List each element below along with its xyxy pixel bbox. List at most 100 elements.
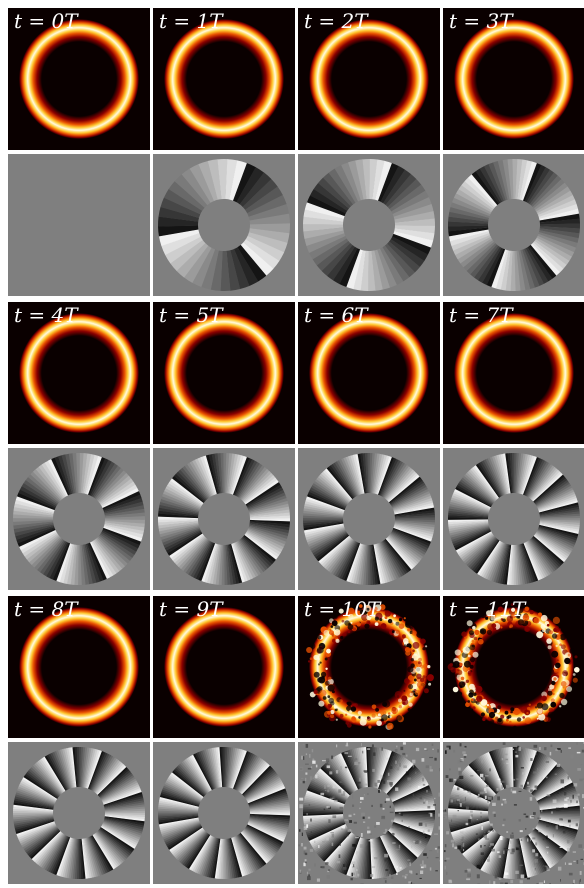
phase-noise (485, 785, 489, 787)
phase-noise (525, 828, 527, 830)
density-speckle (492, 627, 497, 631)
phase-noise (320, 792, 325, 796)
phase-noise (348, 814, 352, 817)
density-speckle (528, 703, 531, 706)
phase-noise (526, 877, 530, 880)
phase-noise (487, 800, 489, 803)
phase-noise (437, 749, 439, 753)
density-speckle (410, 658, 414, 662)
phase-noise (370, 874, 374, 877)
phase-noise (578, 880, 581, 884)
density-speckle (550, 698, 555, 703)
phase-noise (405, 771, 409, 776)
phase-noise (383, 780, 386, 784)
phase-noise (444, 850, 446, 853)
phase-noise (429, 867, 432, 871)
phase-noise (484, 856, 487, 860)
phase-noise (367, 748, 371, 750)
phase-noise (567, 819, 571, 823)
phase-noise (481, 759, 483, 764)
phase-noise (552, 799, 557, 804)
density-speckle (486, 704, 489, 707)
density-speckle (572, 673, 576, 676)
phase-noise (487, 831, 490, 833)
phase-noise (566, 797, 569, 799)
phase-noise (522, 772, 525, 775)
density-speckle (382, 711, 387, 715)
density-speckle (541, 695, 547, 702)
phase-noise (520, 767, 524, 769)
phase-noise (316, 878, 320, 882)
phase-noise (340, 766, 342, 771)
phase-noise (463, 849, 465, 852)
phase-noise (425, 836, 427, 838)
density-speckle (488, 711, 496, 719)
phase-noise (367, 830, 371, 834)
phase-noise (480, 816, 482, 818)
density-speckle (339, 699, 343, 703)
phase-noise (480, 852, 484, 855)
phase-noise (381, 747, 383, 751)
density-speckle (414, 689, 421, 696)
phase-noise (336, 744, 338, 748)
density-speckle (371, 713, 376, 718)
density-speckle (522, 716, 525, 719)
density-speckle (330, 714, 335, 719)
density-speckle (403, 617, 406, 620)
phase-noise (327, 785, 330, 787)
phase-panel (8, 742, 150, 884)
phase-noise (329, 797, 334, 800)
density-speckle (398, 698, 402, 703)
phase-noise (549, 819, 552, 822)
time-label: t = 7T (449, 303, 513, 327)
phase-panel (298, 742, 440, 884)
density-speckle (478, 633, 484, 638)
phase-noise (338, 854, 341, 858)
phase-noise (443, 813, 447, 815)
density-speckle (469, 683, 475, 690)
phase-noise (466, 878, 471, 881)
density-speckle (374, 622, 379, 626)
phase-noise (436, 849, 439, 853)
phase-noise (328, 819, 331, 823)
phase-noise (515, 846, 519, 851)
phase-noise (457, 760, 461, 764)
phase-noise (478, 838, 480, 841)
phase-noise (389, 766, 393, 769)
density-speckle (319, 689, 327, 697)
density-speckle (473, 636, 478, 641)
phase-noise (301, 777, 304, 779)
density-speckle (355, 610, 361, 616)
density-speckle (408, 702, 413, 707)
density-speckle (366, 620, 371, 625)
phase-panel (8, 448, 150, 590)
phase-noise (487, 858, 490, 862)
phase-noise (510, 788, 512, 792)
density-panel: t = 5T (153, 302, 295, 444)
phase-noise (362, 750, 364, 754)
density-speckle (327, 684, 335, 692)
phase-noise (350, 878, 353, 881)
density-ring (19, 19, 139, 139)
density-speckle (449, 662, 454, 667)
phase-noise (396, 849, 401, 851)
phase-noise (384, 801, 387, 803)
density-speckle (574, 655, 578, 659)
density-speckle (393, 614, 396, 618)
phase-noise (534, 859, 538, 863)
phase-noise (405, 754, 408, 757)
phase-noise (462, 751, 466, 754)
phase-noise (463, 747, 466, 750)
phase-noise (422, 783, 426, 786)
phase-noise (465, 806, 469, 810)
phase-noise (580, 858, 584, 860)
phase-noise (470, 814, 473, 818)
density-panel: t = 2T (298, 8, 440, 150)
phase-noise (573, 860, 576, 862)
phase-panel (153, 154, 295, 296)
density-speckle (467, 654, 471, 658)
phase-noise (576, 742, 578, 745)
phase-sectors (158, 158, 290, 292)
phase-noise (325, 790, 327, 791)
phase-noise (530, 789, 534, 793)
